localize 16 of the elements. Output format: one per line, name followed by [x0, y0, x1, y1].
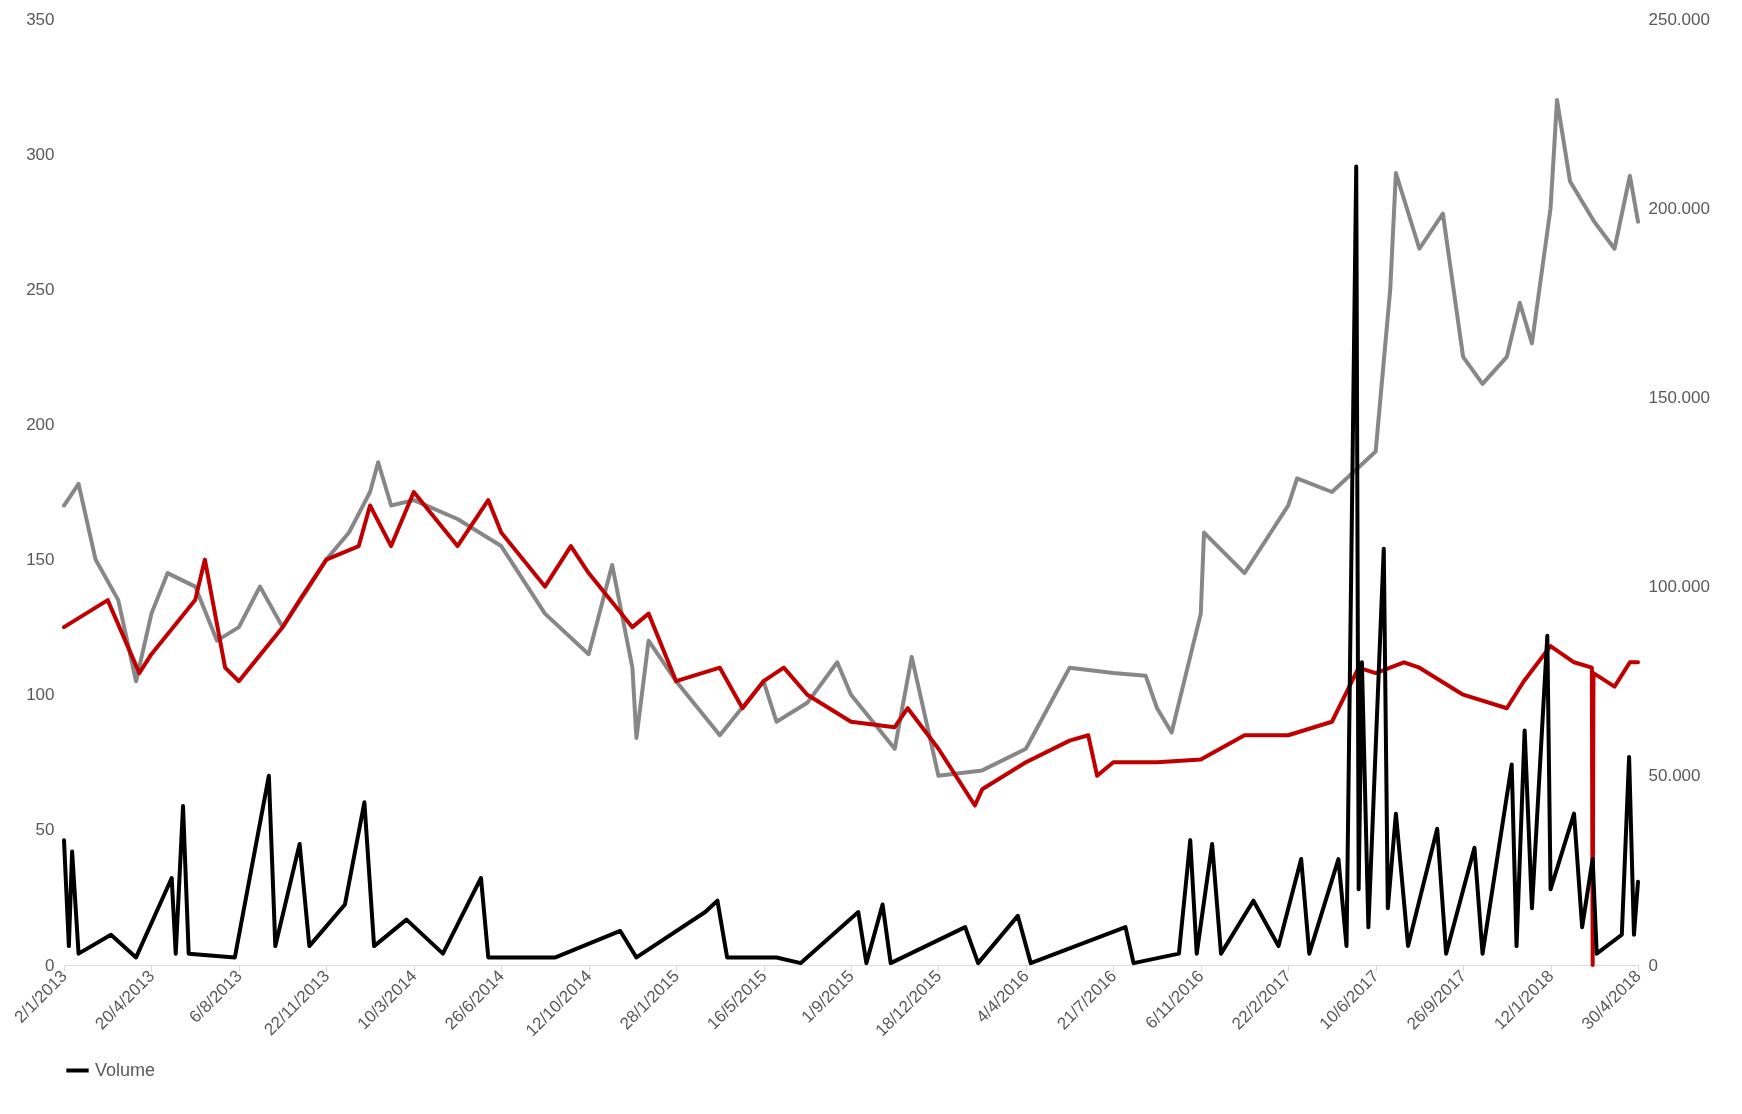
legend-label: Volume — [95, 1059, 156, 1080]
y2-tick-label: 250.000 — [1648, 9, 1710, 29]
y2-tick-label: 100.000 — [1648, 577, 1710, 597]
y-tick-label: 300 — [26, 144, 55, 164]
y2-tick-label: 150.000 — [1648, 387, 1710, 407]
y-tick-label: 0 — [45, 955, 55, 975]
y2-tick-label: 50.000 — [1648, 766, 1701, 786]
y2-tick-label: 0 — [1648, 955, 1658, 975]
y-tick-label: 150 — [26, 550, 55, 570]
y-tick-label: 250 — [26, 279, 55, 299]
y-tick-label: 200 — [26, 414, 55, 434]
y2-tick-label: 200.000 — [1648, 198, 1710, 218]
y-tick-label: 350 — [26, 9, 55, 29]
y-tick-label: 100 — [26, 685, 55, 705]
y-tick-label: 50 — [35, 820, 55, 840]
line-series — [62, 98, 1640, 778]
